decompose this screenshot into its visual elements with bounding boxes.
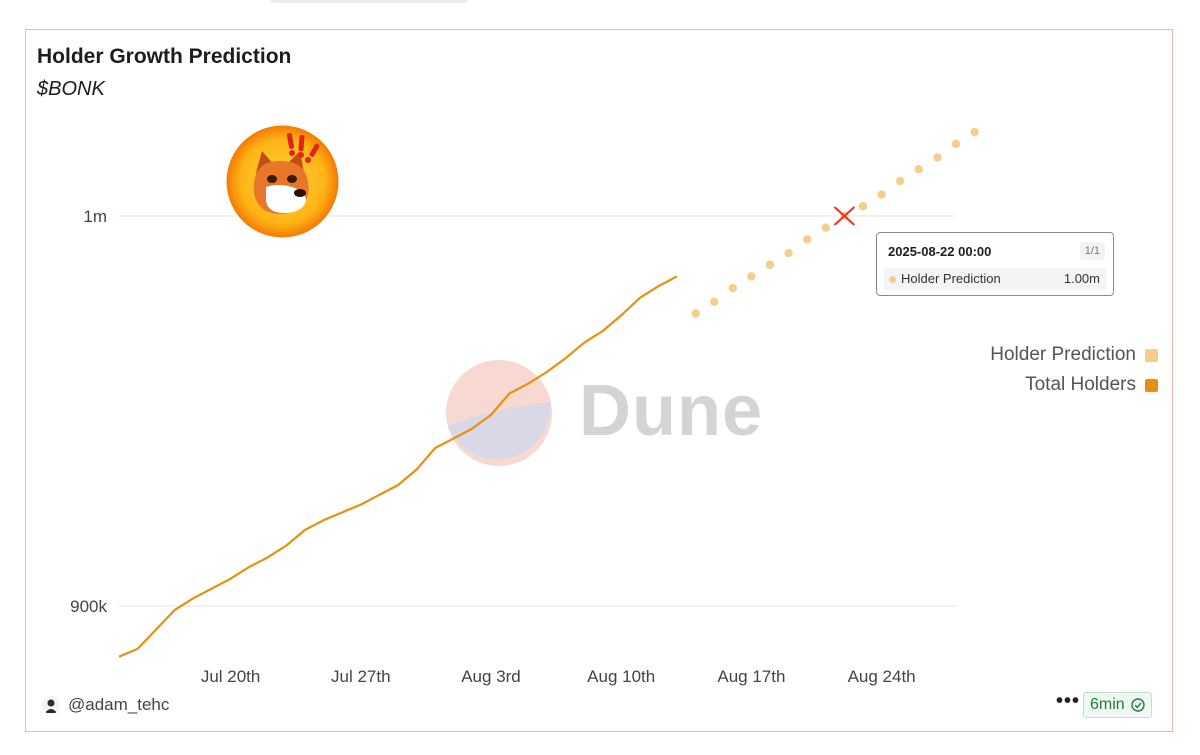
- refresh-time-label: 6min: [1090, 696, 1125, 713]
- prediction-point: [877, 190, 886, 199]
- legend-label: Total Holders: [1025, 374, 1136, 395]
- line-chart: 1m 900k Jul 20th Jul 27th Aug 3rd Aug 10th Aug…: [70, 127, 979, 686]
- legend-item-total-holders[interactable]: Total Holders: [990, 370, 1158, 400]
- x-tick-label: Jul 27th: [331, 667, 391, 686]
- watermark-text: Dune: [579, 371, 763, 451]
- legend-swatch: [1145, 378, 1158, 392]
- y-tick-label: 900k: [70, 597, 107, 616]
- prediction-point: [896, 176, 905, 186]
- chart-tooltip: 2025-08-22 00:00 1/1 Holder Prediction 1…: [876, 232, 1114, 296]
- author-link[interactable]: @adam_tehc: [42, 695, 169, 715]
- legend-swatch: [1145, 348, 1158, 362]
- chart-title: Holder Growth Prediction: [37, 45, 292, 68]
- prediction-point: [747, 272, 756, 281]
- chart-subtitle: $BONK: [37, 78, 105, 100]
- x-tick-label: Aug 3rd: [461, 667, 521, 686]
- tooltip-row: Holder Prediction 1.00m: [884, 268, 1106, 290]
- author-name: @adam_tehc: [68, 695, 170, 714]
- highlight-marker: [833, 206, 856, 226]
- prediction-point: [765, 260, 775, 269]
- refresh-time-badge[interactable]: 6min: [1083, 692, 1152, 718]
- prediction-point: [784, 248, 793, 258]
- tooltip-series-name: Holder Prediction: [901, 271, 1001, 286]
- legend-item-holder-prediction[interactable]: Holder Prediction: [990, 340, 1158, 370]
- tooltip-series-dot: [889, 276, 896, 283]
- prediction-point: [803, 235, 812, 244]
- bonk-logo: [226, 125, 339, 238]
- prediction-point: [951, 139, 961, 149]
- prediction-point: [933, 153, 942, 162]
- prediction-point: [821, 223, 830, 232]
- prediction-point: [914, 165, 923, 174]
- x-tick-label: Jul 20th: [201, 667, 261, 686]
- prediction-point: [728, 283, 737, 293]
- tooltip-page-indicator: 1/1: [1079, 242, 1105, 260]
- dune-watermark-logo: [446, 360, 552, 466]
- tooltip-date: 2025-08-22 00:00: [888, 244, 992, 259]
- prediction-point: [858, 202, 868, 211]
- check-circle-icon: [1130, 698, 1145, 712]
- chart-card: Holder Growth Prediction $BONK Dune 1m 90…: [25, 29, 1173, 732]
- top-tab[interactable]: [270, 0, 468, 3]
- avatar: [42, 696, 60, 714]
- tooltip-value: 1.00m: [1063, 271, 1100, 286]
- x-tick-label: Aug 10th: [587, 667, 655, 686]
- prediction-point: [970, 127, 979, 137]
- legend-label: Holder Prediction: [990, 344, 1136, 365]
- series-line-total-holders: [118, 275, 678, 658]
- x-tick-label: Aug 24th: [848, 667, 916, 686]
- more-options-icon[interactable]: •••: [1056, 690, 1081, 712]
- prediction-point: [691, 309, 700, 318]
- prediction-point: [710, 297, 719, 306]
- x-tick-label: Aug 17th: [717, 667, 785, 686]
- y-tick-label: 1m: [83, 207, 107, 226]
- chart-legend: Holder Prediction Total Holders: [990, 340, 1158, 400]
